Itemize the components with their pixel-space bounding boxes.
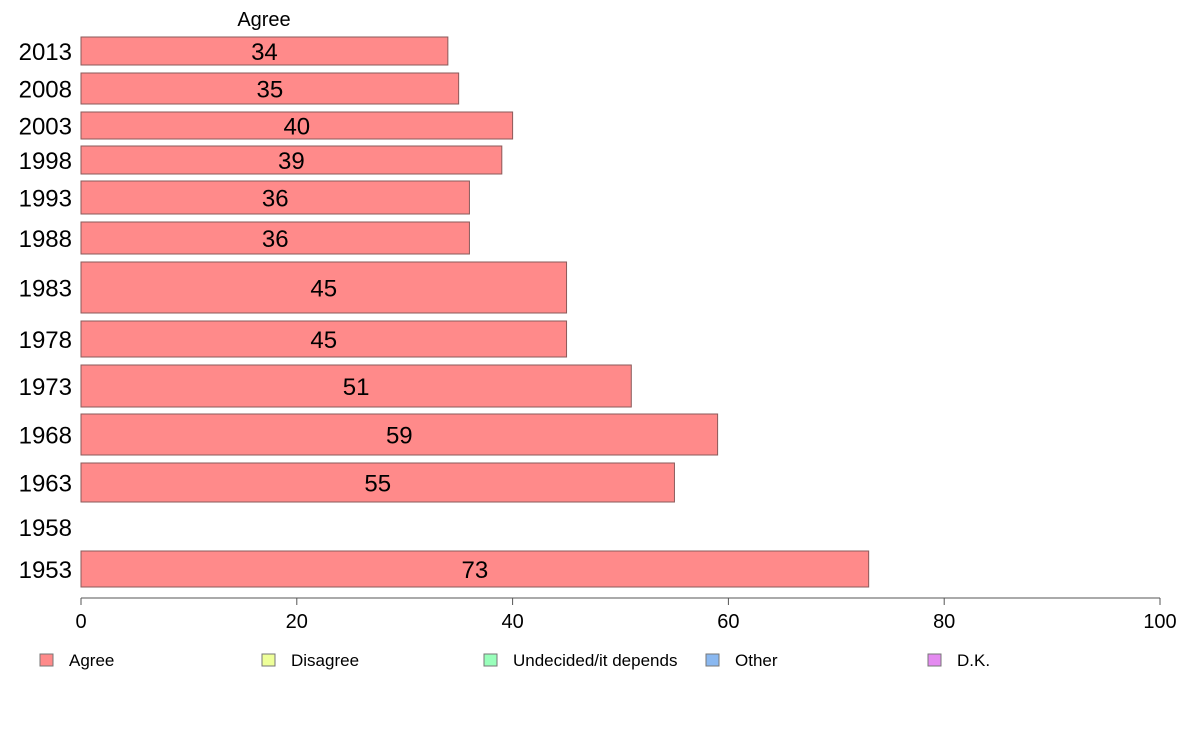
legend-swatch <box>261 653 276 667</box>
value-label: 34 <box>251 39 278 66</box>
bar-1998 <box>80 145 503 175</box>
value-label: 39 <box>278 148 305 175</box>
legend-swatch <box>705 653 720 667</box>
x-tick-label: 40 <box>501 611 523 633</box>
legend-label: D.K. <box>957 651 990 670</box>
bar-2008 <box>80 72 460 105</box>
bar-2003 <box>80 111 514 140</box>
x-tick-label: 20 <box>286 611 308 633</box>
x-axis-ticks: 0 20 40 60 80 100 <box>75 598 1177 633</box>
bar-1953 <box>80 550 870 588</box>
x-tick-label: 80 <box>933 611 955 633</box>
bar-1973 <box>80 364 632 408</box>
bar-1968 <box>80 413 719 456</box>
bar-1963 <box>80 462 675 503</box>
legend-swatch <box>483 653 498 667</box>
year-label: 2013 <box>19 39 72 66</box>
x-tick-label: 100 <box>1143 611 1176 633</box>
bar-1993 <box>80 180 470 215</box>
legend: Agree Disagree Undecided/it depends Other D.… <box>39 651 990 670</box>
value-label: 59 <box>386 423 413 450</box>
year-label: 1998 <box>19 148 72 175</box>
year-label: 2003 <box>19 114 72 141</box>
value-label: 51 <box>343 374 370 401</box>
legend-swatch <box>39 653 54 667</box>
value-label: 45 <box>310 276 337 303</box>
year-label: 1978 <box>19 327 72 354</box>
x-tick-label: 0 <box>75 611 86 633</box>
year-label: 1963 <box>19 471 72 498</box>
legend-label: Disagree <box>291 651 359 670</box>
bar-1988 <box>80 221 470 255</box>
year-label: 1958 <box>19 515 72 542</box>
year-label: 1983 <box>19 276 72 303</box>
year-label: 1993 <box>19 186 72 213</box>
value-label: 45 <box>310 327 337 354</box>
legend-swatch <box>927 653 942 667</box>
value-label: 36 <box>262 226 289 253</box>
value-label: 40 <box>283 114 310 141</box>
value-label: 35 <box>256 77 283 104</box>
value-label: 55 <box>364 471 391 498</box>
legend-label: Undecided/it depends <box>513 651 677 670</box>
year-label: 2008 <box>19 77 72 104</box>
value-label: 73 <box>461 557 488 584</box>
year-labels: 2013 2008 2003 1998 1993 1988 1983 1978 1973 1968… <box>19 39 72 584</box>
year-label: 1953 <box>19 557 72 584</box>
year-label: 1988 <box>19 226 72 253</box>
legend-label: Agree <box>69 651 114 670</box>
year-label: 1968 <box>19 423 72 450</box>
bar-1978 <box>80 320 568 358</box>
year-label: 1973 <box>19 374 72 401</box>
bar-1983 <box>80 261 568 314</box>
bar-2013 <box>80 36 449 66</box>
x-tick-label: 60 <box>717 611 739 633</box>
value-label: 36 <box>262 186 289 213</box>
legend-label: Other <box>735 651 778 670</box>
column-header: Agree <box>237 9 290 31</box>
